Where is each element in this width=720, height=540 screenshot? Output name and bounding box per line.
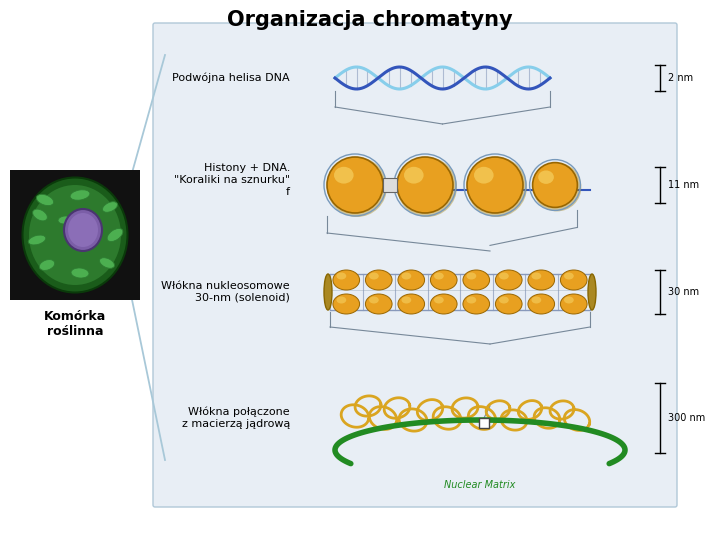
Text: Podwójna helisa DNA: Podwójna helisa DNA (172, 73, 290, 83)
Bar (479, 418, 489, 428)
Ellipse shape (366, 270, 392, 290)
FancyBboxPatch shape (153, 23, 677, 507)
Ellipse shape (463, 294, 490, 314)
Ellipse shape (402, 273, 411, 280)
Ellipse shape (333, 294, 359, 314)
Ellipse shape (29, 185, 121, 285)
Ellipse shape (431, 270, 457, 290)
Bar (10, 170, 140, 300)
Ellipse shape (495, 294, 522, 314)
Ellipse shape (334, 167, 354, 184)
Text: Komórka
roślinna: Komórka roślinna (44, 310, 106, 338)
Ellipse shape (528, 270, 554, 290)
Ellipse shape (560, 294, 587, 314)
Ellipse shape (28, 235, 46, 245)
Ellipse shape (499, 273, 509, 280)
Ellipse shape (467, 157, 523, 213)
Ellipse shape (336, 273, 346, 280)
Text: 11 nm: 11 nm (668, 180, 699, 190)
Text: Włókna nukleosomowe
30-nm (solenoid): Włókna nukleosomowe 30-nm (solenoid) (161, 281, 290, 303)
Ellipse shape (495, 270, 522, 290)
Ellipse shape (431, 294, 457, 314)
Ellipse shape (102, 202, 117, 212)
Ellipse shape (336, 296, 346, 303)
Text: Nuclear Matrix: Nuclear Matrix (444, 480, 516, 490)
Text: 2 nm: 2 nm (668, 73, 693, 83)
Ellipse shape (533, 163, 582, 211)
Ellipse shape (70, 190, 90, 200)
Ellipse shape (397, 157, 453, 213)
Ellipse shape (397, 157, 457, 217)
Ellipse shape (474, 167, 494, 184)
Ellipse shape (588, 274, 596, 310)
Ellipse shape (37, 194, 53, 206)
Ellipse shape (560, 270, 587, 290)
Ellipse shape (533, 163, 577, 207)
Ellipse shape (107, 228, 123, 241)
Text: Włókna połączone
z macierzą jądrową: Włókna połączone z macierzą jądrową (181, 407, 290, 429)
Text: Organizacja chromatyny: Organizacja chromatyny (228, 10, 513, 30)
Ellipse shape (531, 296, 541, 303)
Ellipse shape (564, 273, 574, 280)
Ellipse shape (398, 294, 425, 314)
Ellipse shape (99, 258, 114, 268)
Ellipse shape (324, 274, 332, 310)
Text: 300 nm: 300 nm (668, 413, 706, 423)
Ellipse shape (71, 268, 89, 278)
Ellipse shape (499, 296, 509, 303)
Ellipse shape (531, 273, 541, 280)
Ellipse shape (327, 157, 387, 217)
Text: Histony + DNA.
"Koraliki na sznurku"
f: Histony + DNA. "Koraliki na sznurku" f (174, 164, 290, 197)
Ellipse shape (434, 296, 444, 303)
Bar (383, 178, 397, 192)
Ellipse shape (369, 273, 379, 280)
Ellipse shape (58, 216, 72, 224)
Ellipse shape (463, 270, 490, 290)
Ellipse shape (64, 209, 102, 251)
Ellipse shape (528, 294, 554, 314)
Ellipse shape (402, 296, 411, 303)
Ellipse shape (398, 270, 425, 290)
Ellipse shape (366, 294, 392, 314)
Ellipse shape (327, 157, 383, 213)
Ellipse shape (434, 273, 444, 280)
Ellipse shape (83, 221, 97, 229)
Ellipse shape (564, 296, 574, 303)
Ellipse shape (333, 270, 359, 290)
Ellipse shape (369, 296, 379, 303)
Ellipse shape (467, 157, 527, 217)
Ellipse shape (404, 167, 423, 184)
Ellipse shape (22, 178, 127, 293)
Ellipse shape (32, 209, 48, 221)
Ellipse shape (68, 213, 98, 247)
Ellipse shape (467, 296, 476, 303)
Ellipse shape (40, 260, 55, 271)
Ellipse shape (538, 171, 554, 184)
Text: 30 nm: 30 nm (668, 287, 699, 297)
Ellipse shape (467, 273, 476, 280)
